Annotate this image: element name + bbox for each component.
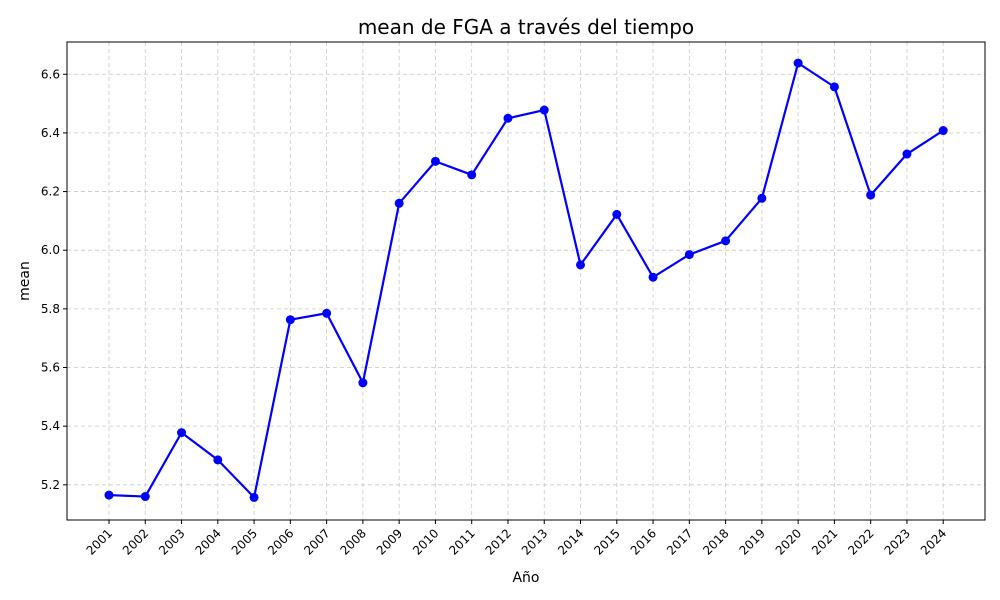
- data-point: [539, 105, 549, 115]
- y-tick-label: 6.0: [41, 243, 60, 257]
- data-point: [177, 428, 187, 438]
- data-point: [285, 315, 295, 325]
- data-point: [721, 236, 731, 246]
- chart-title: mean de FGA a través del tiempo: [358, 15, 694, 39]
- plot-frame: [66, 41, 986, 521]
- y-tick-label: 5.2: [41, 478, 60, 492]
- data-point: [503, 113, 513, 123]
- data-point: [684, 250, 694, 260]
- data-point: [430, 156, 440, 166]
- y-axis-label: mean: [17, 261, 33, 301]
- data-point: [938, 126, 948, 136]
- y-tick-label: 5.4: [41, 419, 60, 433]
- data-point: [757, 193, 767, 203]
- grid: [67, 42, 985, 520]
- series-line: [108, 62, 944, 499]
- data-point: [467, 170, 477, 180]
- data-point: [394, 198, 404, 208]
- data-point: [648, 272, 658, 282]
- data-point: [104, 490, 114, 500]
- data-point: [358, 378, 368, 388]
- y-tick-label: 6.2: [41, 185, 60, 199]
- y-tick-label: 5.6: [41, 361, 60, 375]
- data-point: [140, 492, 150, 502]
- data-point: [793, 58, 803, 68]
- data-point: [249, 492, 259, 502]
- data-point: [866, 190, 876, 200]
- data-point: [612, 209, 622, 219]
- series: [104, 58, 948, 502]
- data-point: [322, 308, 332, 318]
- data-point: [213, 455, 223, 465]
- data-point: [576, 260, 586, 270]
- data-point: [829, 82, 839, 92]
- y-tick-label: 6.4: [41, 126, 60, 140]
- y-tick-label: 5.8: [41, 302, 60, 316]
- y-tick-label: 6.6: [41, 67, 60, 81]
- data-point: [902, 149, 912, 159]
- x-axis-label: Año: [512, 570, 539, 586]
